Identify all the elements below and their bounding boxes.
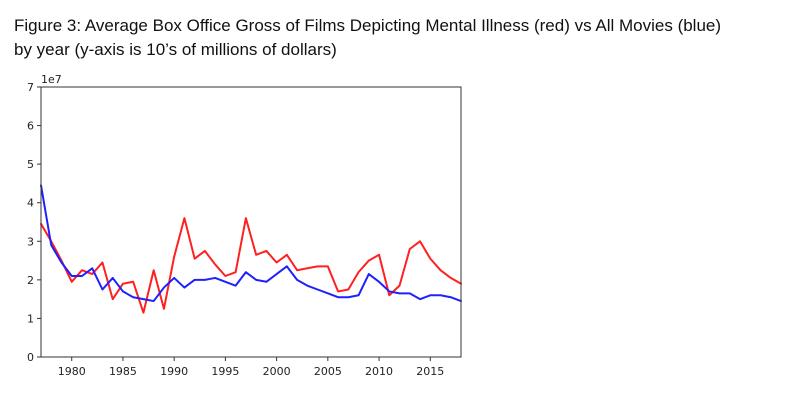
caption-line-1: Figure 3: Average Box Office Gross of Fi…: [14, 16, 722, 35]
x-tick-label: 2005: [314, 365, 342, 378]
x-tick-label: 1985: [109, 365, 137, 378]
figure-caption: Figure 3: Average Box Office Gross of Fi…: [14, 14, 794, 62]
plot-frame: [40, 86, 462, 358]
y-tick-label: 6: [27, 120, 34, 133]
y-tick-label: 0: [27, 351, 34, 364]
series-line-2: [40, 184, 462, 303]
series-line-1: [40, 217, 462, 314]
y-tick-label: 3: [27, 235, 34, 248]
y-tick-label: 7: [27, 81, 34, 94]
y-tick-label: 5: [27, 158, 34, 171]
y-scale-label: 1e7: [41, 73, 62, 86]
x-tick-label: 1990: [160, 365, 188, 378]
x-tick-label: 1995: [211, 365, 239, 378]
y-tick-label: 1: [27, 312, 34, 325]
x-tick-label: 2010: [365, 365, 393, 378]
y-tick-label: 4: [27, 197, 34, 210]
x-tick-label: 1980: [58, 365, 86, 378]
caption-line-2: by year (y-axis is 10’s of millions of d…: [14, 40, 337, 59]
x-tick-label: 2015: [416, 365, 444, 378]
y-tick-label: 2: [27, 274, 34, 287]
x-tick-label: 2000: [263, 365, 291, 378]
